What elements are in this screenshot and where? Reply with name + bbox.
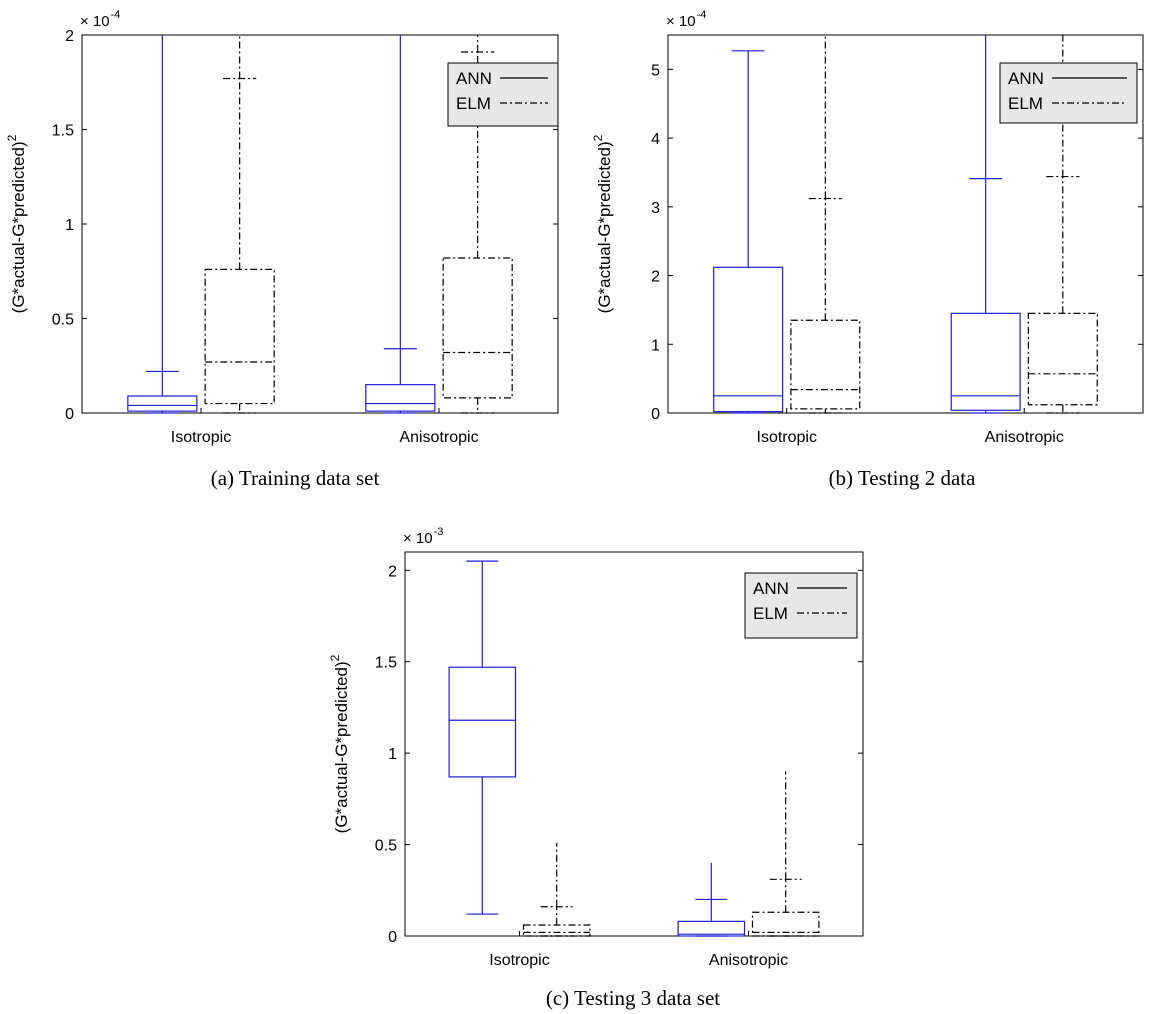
axes-frame (404, 551, 864, 937)
y-tick-label: 2 (388, 563, 397, 580)
y-tick-label: 0.5 (52, 312, 74, 329)
legend: ANN ELM (447, 62, 559, 127)
y-axis-label: (G*actual-G*predicted)2 (328, 654, 351, 833)
y-tick-label: 0.5 (375, 838, 397, 855)
box-elm-isotropic (790, 319, 861, 410)
y-tick-label: 1 (388, 746, 397, 763)
box-elm-isotropic (204, 268, 275, 405)
box-ann-isotropic (713, 266, 784, 413)
legend-label-ann: ANN (1008, 69, 1044, 88)
axis-multiplier: × 10 (403, 530, 433, 547)
y-tick-label: 2 (65, 28, 74, 45)
y-tick-label: 0 (65, 406, 74, 423)
legend-label-ann: ANN (456, 69, 492, 88)
panel-caption: (a) Training data set (211, 466, 380, 490)
y-axis-label-main: (G*actual-G*predicted) (9, 141, 28, 313)
y-tick-label: 3 (651, 200, 660, 217)
legend-label-elm: ELM (753, 604, 788, 623)
axis-multiplier: × 10 (666, 13, 696, 30)
legend: ANN ELM (744, 572, 858, 639)
y-tick-label: 0 (651, 406, 660, 423)
legend-label-elm: ELM (456, 94, 491, 113)
legend-box (999, 62, 1138, 124)
y-axis-label-main: (G*actual-G*predicted) (595, 141, 614, 313)
panel-training: 00.511.52× 10 -4(G*actual-G*predicted)2Is… (5, 9, 559, 490)
y-tick-label: 2 (651, 269, 660, 286)
y-axis-label-main: (G*actual-G*predicted) (332, 661, 351, 833)
x-tick-label: Anisotropic (709, 952, 788, 969)
box-ann-isotropic (448, 666, 517, 778)
x-tick-label: Isotropic (171, 429, 231, 446)
y-tick-label: 5 (651, 62, 660, 79)
y-tick-label: 1 (65, 217, 74, 234)
axes-frame (667, 34, 1144, 414)
panel-caption: (c) Testing 3 data set (546, 986, 720, 1010)
y-tick-label: 1 (651, 337, 660, 354)
axis-multiplier-exponent: -4 (111, 9, 121, 21)
y-axis-label-superscript: 2 (591, 134, 605, 141)
y-axis-label: (G*actual-G*predicted)2 (591, 134, 614, 313)
y-axis-label: (G*actual-G*predicted)2 (5, 134, 28, 313)
y-tick-label: 1.5 (375, 655, 397, 672)
box-ann-anisotropic (365, 384, 436, 412)
axis-multiplier-exponent: -4 (697, 9, 707, 21)
box-ann-isotropic (127, 395, 198, 412)
box-elm-anisotropic (442, 257, 513, 399)
y-axis-label-superscript: 2 (328, 654, 342, 661)
x-tick-label: Isotropic (757, 429, 817, 446)
legend-label-elm: ELM (1008, 94, 1043, 113)
panel-testing-3: 00.511.52× 10 -3(G*actual-G*predicted)2Is… (328, 526, 864, 1010)
axis-multiplier-exponent: -3 (434, 526, 444, 538)
y-tick-label: 0 (388, 929, 397, 946)
panel-caption: (b) Testing 2 data (829, 466, 977, 490)
box-elm-anisotropic (1027, 312, 1098, 406)
legend: ANN ELM (999, 62, 1138, 124)
box-elm-isotropic (522, 924, 591, 937)
legend-box (744, 572, 858, 639)
y-axis-label-superscript: 2 (5, 134, 19, 141)
y-tick-label: 1.5 (52, 123, 74, 140)
x-tick-label: Isotropic (489, 952, 549, 969)
x-tick-label: Anisotropic (985, 429, 1064, 446)
x-tick-label: Anisotropic (399, 429, 478, 446)
legend-label-ann: ANN (753, 579, 789, 598)
legend-box (447, 62, 559, 127)
axis-multiplier: × 10 (80, 13, 110, 30)
y-tick-label: 4 (651, 131, 660, 148)
